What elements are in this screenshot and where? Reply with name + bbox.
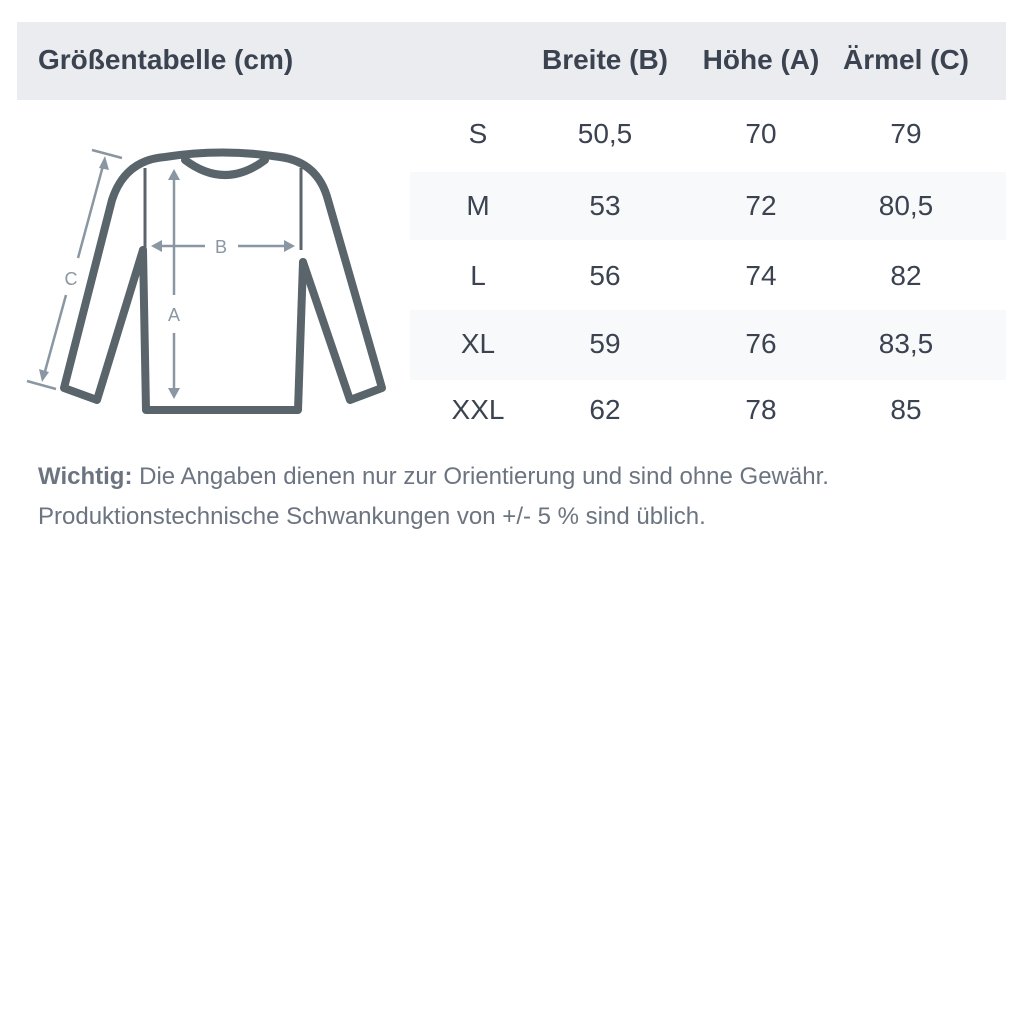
table-header [17,22,1006,100]
column-header-width: Breite (B) [541,44,669,75]
column-header-sleeve: Ärmel (C) [842,44,970,75]
size-label: XL [460,328,496,359]
measurement-cell: 74 [745,260,777,291]
measurement-cell: 82 [890,260,922,291]
note-text: Die Angaben dienen nur zur Orientierung … [132,463,829,490]
measurement-cell: 53 [589,190,621,221]
measurement-cell: 70 [745,118,777,149]
row-stripe [410,172,1006,240]
note-line-1: Wichtig: Die Angaben dienen nur zur Orie… [38,463,829,491]
measurement-cell: 79 [890,118,922,149]
measurement-cell: 78 [745,394,777,425]
measurement-cell: 50,5 [577,118,633,149]
measurement-cell: 56 [589,260,621,291]
sweater-diagram: B A C [26,148,386,414]
table-title: Größentabelle (cm) [38,44,294,75]
size-label: L [470,260,486,291]
size-label: S [468,118,488,149]
size-label: M [466,190,490,221]
column-header-height: Höhe (A) [702,44,820,75]
note-bold: Wichtig: [38,463,133,490]
measurement-cell: 76 [745,328,777,359]
measurement-cell: 80,5 [878,190,934,221]
measurement-cell: 59 [589,328,621,359]
measurement-cell: 62 [589,394,621,425]
row-stripe [410,310,1006,380]
size-label: XXL [451,394,505,425]
sweater-icon [60,148,386,414]
label-height: A [168,305,180,325]
label-width: B [215,237,227,257]
label-sleeve: C [65,269,78,289]
measurement-cell: 85 [890,394,922,425]
measurement-cell: 72 [745,190,777,221]
note-line-2: Produktionstechnische Schwankungen von +… [38,503,706,530]
measurement-arrows [26,148,295,399]
measurement-cell: 83,5 [878,328,934,359]
